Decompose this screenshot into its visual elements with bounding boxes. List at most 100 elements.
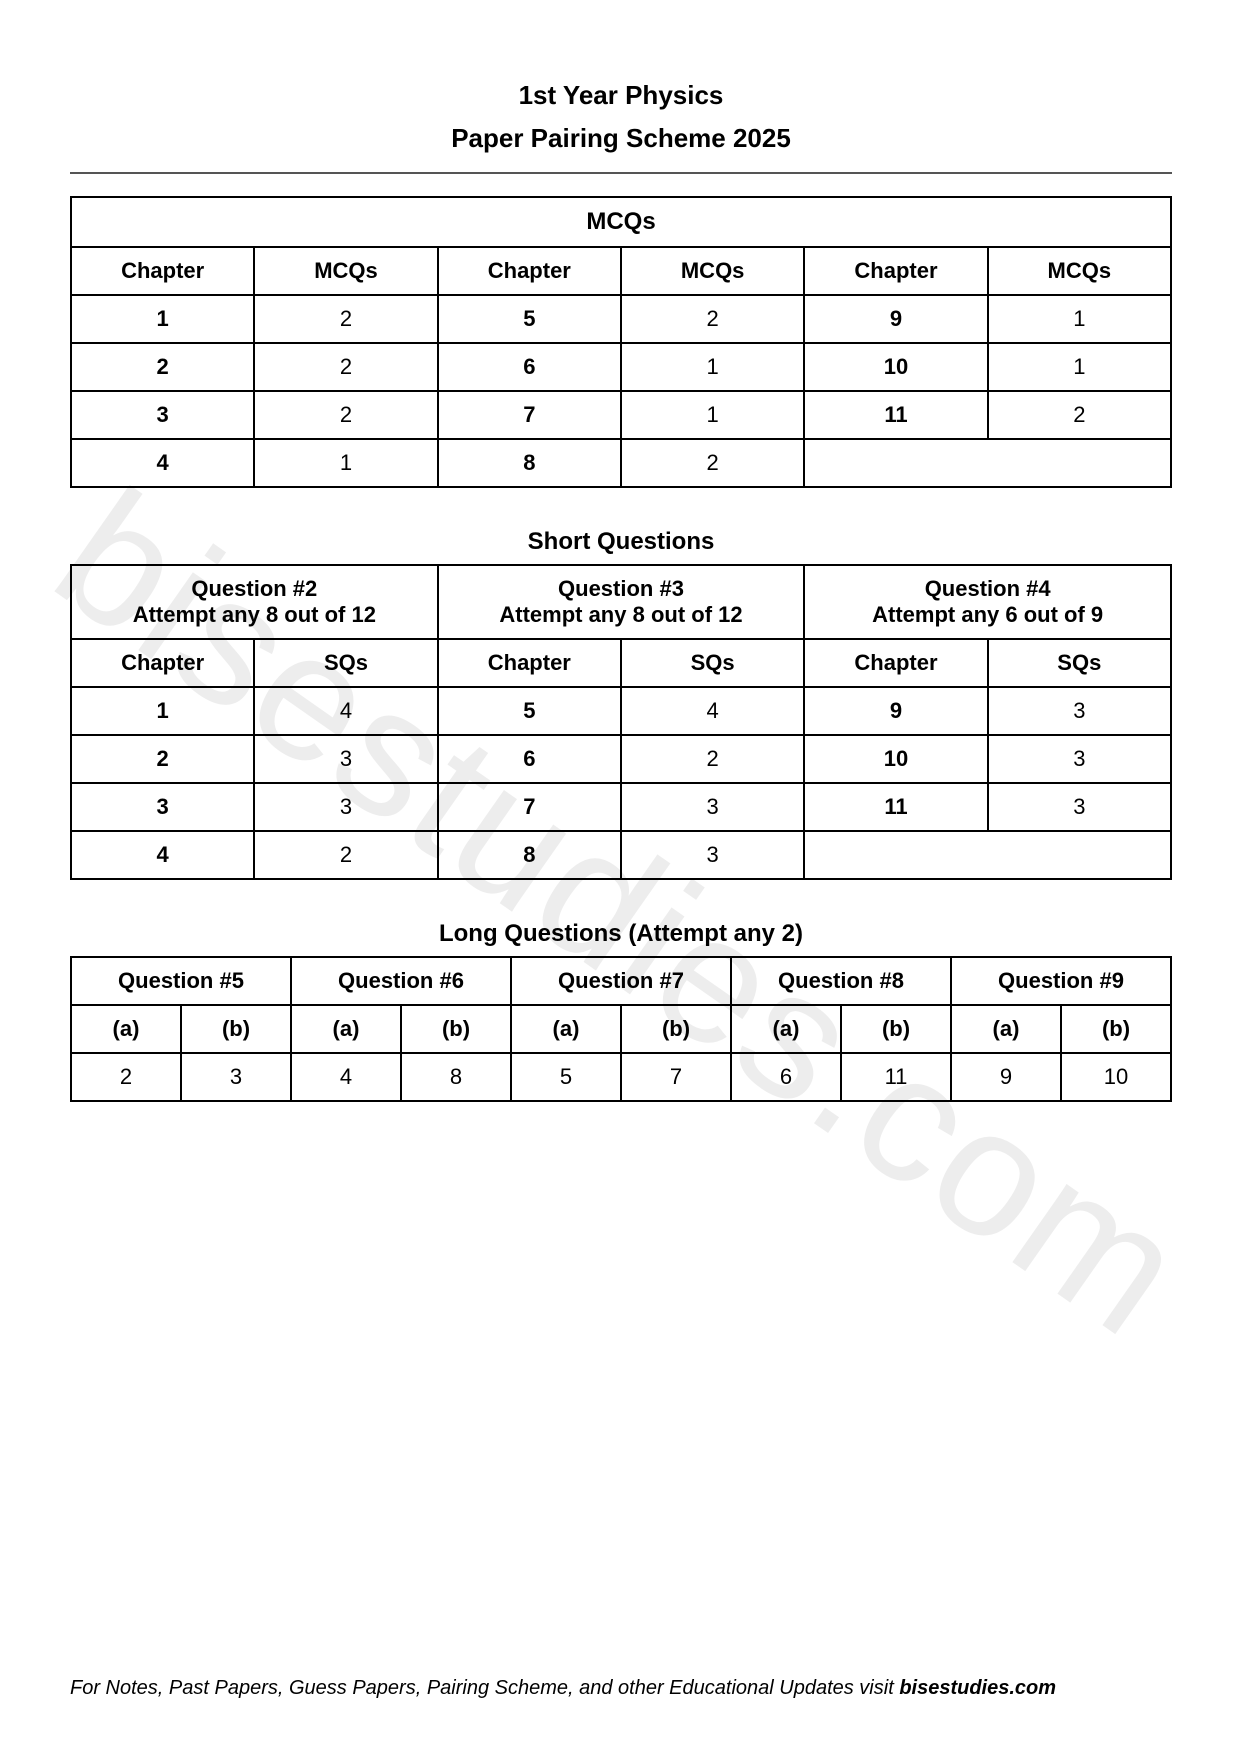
cell: 3 — [71, 391, 254, 439]
lq-9: Question #9 — [951, 957, 1171, 1005]
part-a: (a) — [951, 1005, 1061, 1053]
cell: 2 — [254, 391, 437, 439]
cell: 3 — [988, 687, 1171, 735]
part-a: (a) — [291, 1005, 401, 1053]
cell-empty — [804, 439, 1171, 487]
cell: 9 — [951, 1053, 1061, 1101]
cell: 2 — [71, 343, 254, 391]
cell: 2 — [254, 295, 437, 343]
table-row: 2 2 6 1 10 1 — [71, 343, 1171, 391]
cell: 3 — [988, 783, 1171, 831]
cell: 3 — [621, 783, 804, 831]
cell: 11 — [841, 1053, 951, 1101]
cell: 2 — [621, 295, 804, 343]
table-row: 2 3 6 2 10 3 — [71, 735, 1171, 783]
table-row: 2 3 4 8 5 7 6 11 9 10 — [71, 1053, 1171, 1101]
footer-site: bisestudies.com — [899, 1677, 1056, 1699]
cell: 10 — [804, 343, 987, 391]
cell: 7 — [438, 783, 621, 831]
table-row: 1 2 5 2 9 1 — [71, 295, 1171, 343]
cell: 11 — [804, 783, 987, 831]
cell: 11 — [804, 391, 987, 439]
sqs-block: Short Questions Question #2 Attempt any … — [70, 528, 1172, 880]
cell: 4 — [291, 1053, 401, 1101]
mcqs-table: MCQs Chapter MCQs Chapter MCQs Chapter M… — [70, 196, 1172, 488]
cell: 10 — [1061, 1053, 1171, 1101]
sqs-col-chapter: Chapter — [804, 639, 987, 687]
mcqs-col-mcqs: MCQs — [988, 247, 1171, 295]
cell-empty — [804, 831, 1171, 879]
cell: 6 — [731, 1053, 841, 1101]
cell: 3 — [71, 783, 254, 831]
cell: 4 — [621, 687, 804, 735]
cell: 3 — [254, 735, 437, 783]
cell: 8 — [438, 831, 621, 879]
part-b: (b) — [1061, 1005, 1171, 1053]
group-q: Question #2 — [78, 576, 431, 602]
part-a: (a) — [731, 1005, 841, 1053]
cell: 1 — [621, 343, 804, 391]
mcqs-col-chapter: Chapter — [71, 247, 254, 295]
lq-5: Question #5 — [71, 957, 291, 1005]
cell: 8 — [438, 439, 621, 487]
cell: 3 — [988, 735, 1171, 783]
part-a: (a) — [511, 1005, 621, 1053]
footer: For Notes, Past Papers, Guess Papers, Pa… — [70, 1677, 1172, 1700]
sqs-col-sqs: SQs — [988, 639, 1171, 687]
page-title: 1st Year Physics — [70, 80, 1172, 111]
cell: 7 — [438, 391, 621, 439]
cell: 1 — [988, 343, 1171, 391]
cell: 5 — [438, 687, 621, 735]
mcqs-col-mcqs: MCQs — [621, 247, 804, 295]
lq-6: Question #6 — [291, 957, 511, 1005]
mcqs-block: MCQs Chapter MCQs Chapter MCQs Chapter M… — [70, 196, 1172, 488]
sqs-table: Question #2 Attempt any 8 out of 12 Ques… — [70, 564, 1172, 880]
cell: 2 — [71, 735, 254, 783]
part-a: (a) — [71, 1005, 181, 1053]
cell: 8 — [401, 1053, 511, 1101]
cell: 2 — [254, 343, 437, 391]
mcqs-col-chapter: Chapter — [438, 247, 621, 295]
lqs-table: Question #5 Question #6 Question #7 Ques… — [70, 956, 1172, 1102]
cell: 1 — [254, 439, 437, 487]
mcqs-col-chapter: Chapter — [804, 247, 987, 295]
table-row: 4 1 8 2 — [71, 439, 1171, 487]
mcqs-col-mcqs: MCQs — [254, 247, 437, 295]
cell: 2 — [621, 439, 804, 487]
cell: 9 — [804, 687, 987, 735]
sqs-group-2: Question #2 Attempt any 8 out of 12 — [71, 565, 438, 639]
group-q: Question #3 — [445, 576, 798, 602]
lq-8: Question #8 — [731, 957, 951, 1005]
cell: 3 — [181, 1053, 291, 1101]
group-note: Attempt any 8 out of 12 — [445, 602, 798, 628]
table-row: 4 2 8 3 — [71, 831, 1171, 879]
cell: 7 — [621, 1053, 731, 1101]
cell: 1 — [988, 295, 1171, 343]
sqs-group-4: Question #4 Attempt any 6 out of 9 — [804, 565, 1171, 639]
cell: 4 — [254, 687, 437, 735]
cell: 5 — [511, 1053, 621, 1101]
sqs-group-3: Question #3 Attempt any 8 out of 12 — [438, 565, 805, 639]
cell: 4 — [71, 439, 254, 487]
cell: 3 — [254, 783, 437, 831]
cell: 1 — [621, 391, 804, 439]
cell: 10 — [804, 735, 987, 783]
cell: 6 — [438, 343, 621, 391]
part-b: (b) — [621, 1005, 731, 1053]
sqs-col-sqs: SQs — [254, 639, 437, 687]
footer-text: For Notes, Past Papers, Guess Papers, Pa… — [70, 1677, 899, 1699]
sqs-col-chapter: Chapter — [71, 639, 254, 687]
sqs-col-chapter: Chapter — [438, 639, 621, 687]
page-subtitle: Paper Pairing Scheme 2025 — [70, 123, 1172, 154]
cell: 2 — [988, 391, 1171, 439]
group-note: Attempt any 6 out of 9 — [811, 602, 1164, 628]
group-note: Attempt any 8 out of 12 — [78, 602, 431, 628]
part-b: (b) — [841, 1005, 951, 1053]
sqs-col-sqs: SQs — [621, 639, 804, 687]
lqs-block: Long Questions (Attempt any 2) Question … — [70, 920, 1172, 1102]
cell: 2 — [621, 735, 804, 783]
table-row: 3 2 7 1 11 2 — [71, 391, 1171, 439]
lqs-title: Long Questions (Attempt any 2) — [70, 920, 1172, 948]
cell: 1 — [71, 295, 254, 343]
cell: 3 — [621, 831, 804, 879]
